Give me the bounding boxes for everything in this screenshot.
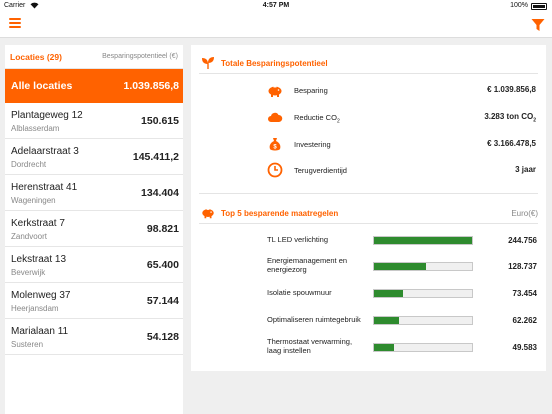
metric-label: Reductie CO2 bbox=[294, 113, 340, 125]
measure-row: Thermostaat verwarming, laag instellen 4… bbox=[267, 336, 537, 358]
metric-row: $ Investering € 3.166.478,5 bbox=[261, 134, 536, 154]
location-name: Herenstraat 41 bbox=[11, 182, 78, 193]
location-row[interactable]: Kerkstraat 7 Zandvoort 98.821 bbox=[5, 211, 183, 247]
metric-row: Reductie CO2 3.283 ton CO2 bbox=[261, 107, 536, 127]
location-city: Susteren bbox=[11, 340, 44, 349]
measure-label: Optimaliseren ruimtegebruik bbox=[267, 314, 361, 324]
location-city: Alblasserdam bbox=[11, 124, 60, 133]
divider bbox=[199, 193, 538, 194]
measure-bar bbox=[373, 289, 473, 298]
location-value: 145.411,2 bbox=[132, 151, 179, 163]
measure-value: 49.583 bbox=[512, 343, 537, 352]
measure-value: 244.756 bbox=[508, 236, 537, 245]
measure-bar bbox=[373, 236, 473, 245]
location-row[interactable]: Marialaan 11 Susteren 54.128 bbox=[5, 319, 183, 355]
top5-header: Top 5 besparende maatregelen bbox=[201, 205, 338, 221]
measure-bar-fill bbox=[374, 344, 394, 351]
measure-row: TL LED verlichting 244.756 bbox=[267, 229, 537, 251]
metric-value: € 1.039.856,8 bbox=[487, 85, 536, 94]
measure-bar-fill bbox=[374, 290, 404, 297]
measure-row: Energiemanagement en energiezorg 128.737 bbox=[267, 255, 537, 277]
plant-icon bbox=[201, 56, 215, 70]
piggy-bank-icon bbox=[201, 206, 215, 220]
status-bar: Carrier 4:57 PM 100% bbox=[0, 0, 552, 12]
measure-label: Thermostaat verwarming, laag instellen bbox=[267, 337, 353, 355]
measure-value: 62.262 bbox=[512, 316, 537, 325]
cloud-icon bbox=[267, 109, 283, 125]
location-city: Dordrecht bbox=[11, 160, 47, 169]
battery-percent: 100% bbox=[510, 2, 528, 9]
location-row[interactable]: Adelaarstraat 3 Dordrecht 145.411,2 bbox=[5, 139, 183, 175]
metric-row: Besparing € 1.039.856,8 bbox=[261, 80, 536, 100]
measure-bar bbox=[373, 343, 473, 352]
location-row-all[interactable]: Alle locaties 1.039.856,8 bbox=[5, 69, 183, 103]
measure-bar bbox=[373, 262, 473, 271]
locations-panel: Locaties (29) Besparingspotentieel (€) A… bbox=[5, 45, 183, 414]
divider bbox=[199, 73, 538, 74]
location-value: 134.404 bbox=[141, 187, 179, 199]
location-city: Beverwijk bbox=[11, 268, 46, 277]
measure-bar bbox=[373, 316, 473, 325]
location-city: Heerjansdam bbox=[11, 304, 59, 313]
hamburger-icon[interactable] bbox=[9, 18, 21, 28]
carrier-label: Carrier bbox=[4, 2, 26, 9]
location-value: 65.400 bbox=[146, 259, 179, 271]
location-name: Kerkstraat 7 bbox=[11, 218, 65, 229]
locations-title: Locaties (29) bbox=[10, 51, 62, 62]
location-row[interactable]: Herenstraat 41 Wageningen 134.404 bbox=[5, 175, 183, 211]
location-name: Marialaan 11 bbox=[11, 326, 69, 337]
measure-bar-fill bbox=[374, 317, 399, 324]
locations-column-label: Besparingspotentieel (€) bbox=[102, 53, 178, 60]
top5-unit: Euro(€) bbox=[511, 209, 538, 218]
location-value: 54.128 bbox=[146, 331, 179, 343]
top5-title: Top 5 besparende maatregelen bbox=[221, 208, 339, 218]
location-name: Molenweg 37 bbox=[11, 290, 71, 301]
nav-bar bbox=[0, 12, 552, 38]
battery-icon bbox=[531, 3, 547, 10]
metric-label: Besparing bbox=[294, 86, 328, 95]
location-row[interactable]: Molenweg 37 Heerjansdam 57.144 bbox=[5, 283, 183, 319]
money-bag-icon: $ bbox=[267, 136, 283, 152]
location-value: 57.144 bbox=[146, 295, 179, 307]
location-city: Wageningen bbox=[11, 196, 56, 205]
measure-row: Optimaliseren ruimtegebruik 62.262 bbox=[267, 309, 537, 331]
location-name: Lekstraat 13 bbox=[11, 254, 67, 265]
metric-label: Terugverdientijd bbox=[294, 166, 347, 175]
svg-text:$: $ bbox=[273, 145, 277, 151]
potential-title: Totale Besparingspotentieel bbox=[221, 58, 328, 68]
potential-header: Totale Besparingspotentieel bbox=[201, 55, 328, 71]
location-name: Alle locaties bbox=[11, 80, 73, 92]
measure-row: Isolatie spouwmuur 73.454 bbox=[267, 282, 537, 304]
clock-icon bbox=[267, 162, 283, 178]
location-value: 98.821 bbox=[146, 223, 179, 235]
metric-row: Terugverdientijd 3 jaar bbox=[261, 160, 536, 180]
clock-time: 4:57 PM bbox=[262, 2, 290, 9]
measure-label: Energiemanagement en energiezorg bbox=[267, 256, 348, 274]
filter-icon[interactable] bbox=[531, 18, 545, 32]
location-value: 150.615 bbox=[141, 115, 179, 127]
wifi-icon bbox=[30, 2, 39, 11]
measure-value: 73.454 bbox=[512, 289, 537, 298]
metric-label: Investering bbox=[294, 140, 331, 149]
metric-value: 3.283 ton CO2 bbox=[484, 112, 536, 124]
location-name: Adelaarstraat 3 bbox=[11, 146, 79, 157]
location-name: Plantageweg 12 bbox=[11, 110, 83, 121]
divider bbox=[199, 223, 538, 224]
location-value: 1.039.856,8 bbox=[123, 80, 179, 92]
summary-panel: Totale Besparingspotentieel Besparing € … bbox=[191, 45, 546, 371]
measure-label: Isolatie spouwmuur bbox=[267, 287, 332, 297]
measure-bar-fill bbox=[374, 237, 472, 244]
location-row[interactable]: Lekstraat 13 Beverwijk 65.400 bbox=[5, 247, 183, 283]
piggy-bank-icon bbox=[267, 82, 283, 98]
location-row[interactable]: Plantageweg 12 Alblasserdam 150.615 bbox=[5, 103, 183, 139]
metric-value: 3 jaar bbox=[515, 165, 536, 174]
location-city: Zandvoort bbox=[11, 232, 48, 241]
measure-label: TL LED verlichting bbox=[267, 234, 328, 244]
measure-value: 128.737 bbox=[508, 262, 537, 271]
metric-value: € 3.166.478,5 bbox=[487, 139, 536, 148]
measure-bar-fill bbox=[374, 263, 426, 270]
locations-header: Locaties (29) Besparingspotentieel (€) bbox=[5, 45, 183, 69]
